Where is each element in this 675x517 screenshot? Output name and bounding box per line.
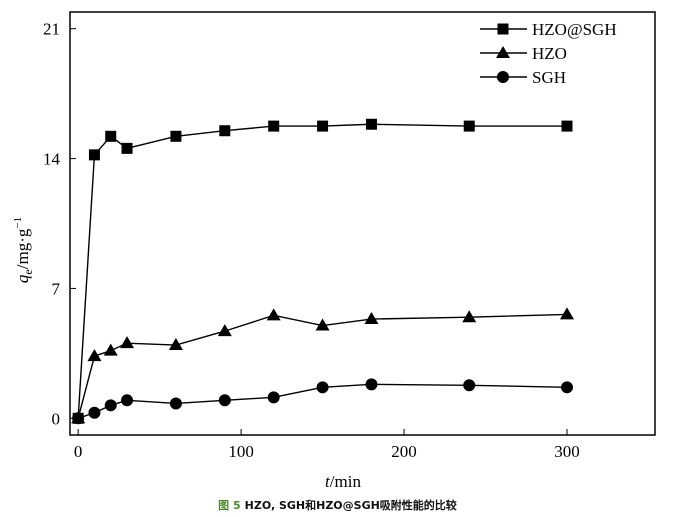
triangle-marker [496, 46, 510, 58]
figure-label: 图 5 [218, 499, 241, 512]
circle-marker [267, 391, 280, 404]
y-axis-label: qe/mg·g−1 [12, 217, 35, 283]
square-marker [463, 120, 475, 132]
circle-marker [169, 397, 182, 410]
circle-marker [72, 412, 85, 425]
adsorption-chart: 0 100 200 300 0 7 14 21 HZO@SGH HZO SGH qe/mg·g−1… [12, 11, 656, 491]
x-tick-label: 300 [554, 442, 580, 461]
caption-text: HZO, SGH和HZO@SGH吸附性能的比较 [244, 499, 457, 512]
square-marker [105, 130, 117, 142]
series-hzo-sgh [72, 118, 573, 424]
y-tick-label: 21 [43, 20, 60, 39]
square-marker [561, 120, 573, 132]
series-hzo [71, 307, 575, 424]
legend-label: HZO@SGH [532, 20, 617, 39]
triangle-marker [364, 312, 379, 325]
y-tick-label: 0 [52, 409, 61, 428]
triangle-marker [103, 343, 118, 356]
legend-label: SGH [532, 68, 566, 87]
circle-marker [218, 394, 231, 407]
series-line [77, 123, 568, 419]
triangle-marker [462, 310, 477, 323]
circle-marker [121, 394, 134, 407]
plot-frame [69, 11, 656, 436]
y-tick-label: 7 [52, 279, 61, 298]
legend-label: HZO [532, 44, 567, 63]
square-marker [88, 149, 100, 161]
square-marker [170, 130, 182, 142]
triangle-marker [560, 307, 575, 320]
circle-marker [316, 381, 329, 394]
square-marker [497, 23, 509, 35]
square-marker [317, 120, 329, 132]
circle-marker [104, 399, 117, 412]
circle-marker [463, 379, 476, 392]
circle-marker [561, 381, 574, 394]
x-axis-label: t/min [325, 472, 361, 491]
legend-entry: HZO@SGH [480, 20, 617, 39]
series-sgh [72, 378, 574, 425]
circle-marker [497, 71, 509, 83]
square-marker [121, 142, 133, 154]
x-tick-label: 100 [228, 442, 254, 461]
triangle-marker [315, 318, 330, 331]
triangle-marker [120, 336, 135, 349]
triangle-marker [87, 349, 102, 362]
square-marker [365, 118, 377, 130]
triangle-marker [266, 308, 281, 321]
square-marker [219, 125, 231, 137]
circle-marker [365, 378, 378, 391]
x-tick-label: 200 [391, 442, 417, 461]
figure-caption: 图 5 HZO, SGH和HZO@SGH吸附性能的比较 [0, 497, 675, 513]
legend-entry: SGH [480, 68, 566, 87]
triangle-marker [217, 324, 232, 337]
circle-marker [88, 406, 101, 419]
x-tick-label: 0 [74, 442, 83, 461]
legend-entry: HZO [480, 44, 567, 63]
triangle-marker [168, 338, 183, 351]
y-tick-label: 14 [43, 150, 61, 169]
square-marker [268, 120, 280, 132]
